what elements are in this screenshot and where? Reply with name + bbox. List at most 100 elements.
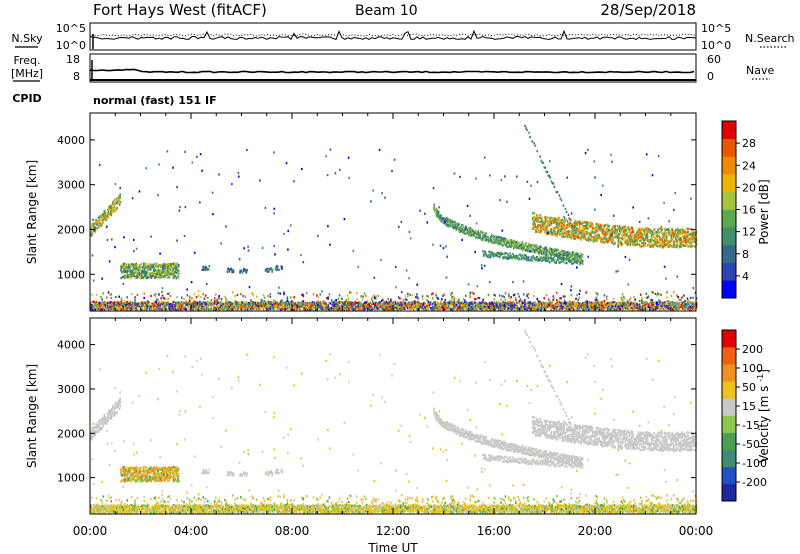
power-cell bbox=[388, 301, 391, 304]
power-cell bbox=[232, 306, 234, 309]
power-cell bbox=[102, 307, 105, 310]
power-cell bbox=[387, 302, 390, 305]
power-cell bbox=[505, 302, 508, 305]
power-cell bbox=[307, 308, 309, 311]
power-cell bbox=[508, 239, 511, 242]
power-cell bbox=[513, 304, 516, 307]
power-cell bbox=[507, 306, 509, 309]
power-cell bbox=[469, 302, 472, 305]
power-cell bbox=[368, 303, 370, 306]
power-cell bbox=[127, 301, 130, 304]
power-cell bbox=[511, 307, 514, 310]
power-cell bbox=[457, 306, 459, 309]
power-cell bbox=[354, 308, 357, 311]
power-cell bbox=[330, 304, 333, 307]
power-cell bbox=[177, 303, 180, 306]
power-cell bbox=[126, 308, 128, 311]
power-cell bbox=[320, 303, 323, 307]
power-cell bbox=[670, 294, 673, 297]
power-cell bbox=[402, 306, 405, 309]
power-cell bbox=[438, 308, 441, 311]
power-cell bbox=[180, 308, 183, 311]
power-cell bbox=[136, 304, 139, 307]
power-cell bbox=[413, 301, 416, 304]
power-cell bbox=[483, 305, 485, 308]
power-cell bbox=[241, 301, 243, 304]
power-cell bbox=[146, 273, 149, 276]
power-cell bbox=[177, 276, 180, 280]
power-cell bbox=[118, 306, 120, 309]
power-cell bbox=[324, 302, 326, 305]
power-cell bbox=[247, 307, 250, 310]
power-cell bbox=[179, 302, 182, 305]
cpid-label: CPID bbox=[12, 92, 41, 105]
power-cell bbox=[177, 308, 180, 311]
freq-unit: [MHz] bbox=[11, 67, 43, 80]
power-cell bbox=[468, 303, 470, 306]
power-cell bbox=[241, 305, 243, 308]
power-cell bbox=[458, 298, 460, 301]
power-cell bbox=[233, 269, 235, 272]
power-cell bbox=[412, 308, 415, 311]
power-cell bbox=[280, 307, 283, 310]
power-cell bbox=[340, 306, 342, 310]
power-cell bbox=[125, 301, 127, 304]
power-cell bbox=[385, 301, 387, 304]
power-cell bbox=[257, 303, 259, 306]
power-cell bbox=[178, 306, 181, 309]
power-cell bbox=[236, 306, 239, 309]
power-cell bbox=[152, 308, 155, 311]
power-cell bbox=[524, 301, 526, 304]
power-cell bbox=[135, 270, 138, 273]
power-cell bbox=[340, 301, 342, 304]
power-cell bbox=[334, 307, 336, 310]
power-cell bbox=[130, 266, 132, 269]
power-cell bbox=[386, 304, 389, 307]
power-cell bbox=[226, 302, 228, 305]
power-cell bbox=[363, 292, 366, 295]
power-cell bbox=[461, 304, 464, 307]
power-cell bbox=[139, 276, 141, 280]
power-cell bbox=[159, 308, 161, 311]
power-cell bbox=[158, 276, 160, 279]
power-cell bbox=[307, 302, 309, 305]
power-cell bbox=[430, 302, 433, 305]
power-cell bbox=[383, 308, 385, 311]
power-cell bbox=[130, 304, 133, 308]
power-cell bbox=[605, 297, 608, 301]
power-cell bbox=[149, 308, 151, 311]
power-cell bbox=[374, 305, 376, 308]
power-cell bbox=[333, 308, 335, 311]
power-cell bbox=[168, 292, 170, 295]
power-cell bbox=[588, 308, 591, 311]
power-cell bbox=[217, 304, 219, 308]
power-cell bbox=[96, 223, 99, 226]
power-cell bbox=[465, 304, 467, 307]
power-cell bbox=[471, 291, 474, 294]
power-cell bbox=[285, 302, 287, 306]
power-cell bbox=[307, 304, 309, 307]
power-cell bbox=[116, 206, 119, 209]
power-cell bbox=[162, 305, 165, 308]
power-cell bbox=[270, 302, 273, 305]
power-cell bbox=[102, 215, 105, 218]
power-cell bbox=[219, 305, 222, 308]
power-cell bbox=[482, 301, 484, 304]
power-cell bbox=[315, 308, 317, 311]
power-cell bbox=[290, 306, 292, 309]
power-cell bbox=[133, 302, 135, 305]
power-cell bbox=[124, 308, 126, 311]
power-cell bbox=[102, 221, 104, 224]
power-cell bbox=[515, 306, 517, 310]
power-cell bbox=[416, 296, 418, 299]
power-cell bbox=[301, 303, 303, 306]
power-cell bbox=[192, 301, 194, 305]
power-cell bbox=[210, 302, 212, 305]
power-cell bbox=[134, 302, 136, 305]
power-cell bbox=[144, 307, 147, 310]
power-cell bbox=[415, 301, 417, 304]
power-cell bbox=[446, 217, 449, 220]
power-cell bbox=[612, 297, 615, 300]
power-cell bbox=[275, 301, 277, 304]
power-cell bbox=[277, 306, 280, 309]
